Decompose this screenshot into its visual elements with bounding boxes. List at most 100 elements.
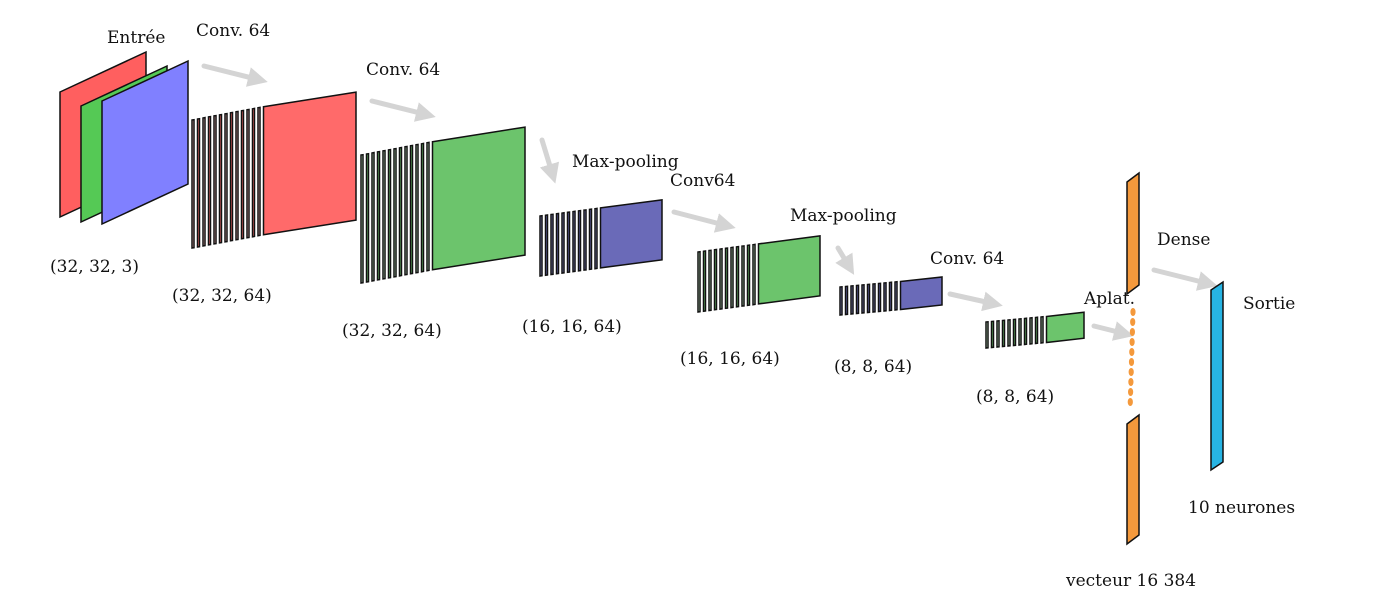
feature-map-slice [426,141,430,272]
feature-map-slice [708,249,712,312]
feature-map-front [599,199,663,269]
feature-map-slice [894,280,898,311]
feature-map-slice [196,117,201,248]
feature-map-slice [719,247,723,310]
feature-map-slice [850,284,854,315]
feature-map-slice [990,320,995,349]
pool1-dims: (16, 16, 64) [522,317,622,337]
conv3-label: Conv64 [670,171,735,191]
pool2-label: Max-pooling [790,206,897,226]
feature-map-slice [877,282,882,313]
conv-block-6 [985,311,1085,349]
flatten-dot [1128,358,1135,366]
flatten-top-segment [1126,171,1140,296]
feature-map-front [431,126,526,271]
feature-map-slice [246,108,250,239]
feature-map-slice [855,284,860,315]
feature-map-slice [996,319,1000,348]
feature-map-slice [539,214,543,277]
input-image [59,50,189,226]
feature-map-front [757,235,821,305]
feature-map-slice [844,285,849,316]
feature-map-slice [752,243,756,306]
feature-map-slice [240,109,245,240]
flatten-dot [1129,338,1135,346]
feature-map-slice [985,320,989,349]
feature-map-slice [713,248,718,311]
feature-map-slice [1007,318,1011,347]
arrow-conv4-to-flatten [1091,321,1134,341]
feature-map-slice [1029,316,1033,345]
feature-map-slice [420,142,425,273]
pool1-label: Max-pooling [572,152,679,172]
feature-map-slice [588,208,593,271]
feature-map-slice [555,212,560,275]
feature-map-slice [550,213,554,276]
feature-map-slice [702,250,707,313]
feature-map-slice [746,244,751,307]
feature-map-slice [1001,319,1006,348]
feature-map-slice [697,250,701,313]
flatten-dot [1128,378,1134,386]
conv1-dims: (32, 32, 64) [172,286,272,306]
arrow-input-to-conv1 [201,63,268,87]
arrow-conv2-to-pool1 [539,137,560,184]
feature-map-slice [741,245,745,307]
feature-map-slice [577,209,582,272]
feature-map-slice [888,281,893,312]
flatten-dot [1127,398,1133,406]
conv2-label: Conv. 64 [366,60,440,80]
feature-map-slice [387,148,392,279]
feature-map-slice [572,210,576,273]
feature-map-slice [724,247,729,310]
pool-block-3 [539,199,663,277]
feature-map-slice [839,285,843,316]
flatten-dot [1129,348,1135,356]
feature-map-slice [544,214,549,277]
flow-arrows [201,63,1218,341]
feature-map-slice [1040,315,1044,344]
feature-map-slice [365,152,370,283]
flatten-dots [1127,308,1136,406]
conv-block-2 [360,126,526,284]
feature-map-slice [398,146,403,277]
input-dims: (32, 32, 3) [50,257,139,277]
flatten-dot [1130,318,1136,326]
feature-map-slice [376,150,381,281]
flatten-dot [1128,368,1134,376]
flatten-caption: vecteur 16 384 [1065,571,1196,591]
feature-map-slice [393,147,397,278]
dense-output-vector [1210,280,1224,472]
conv3-dims: (16, 16, 64) [680,349,780,369]
feature-map-slice [730,246,734,309]
conv-block-4 [697,235,821,313]
flatten-dot [1128,388,1134,396]
dense-label: Dense [1157,230,1210,250]
feature-map-slice [1012,318,1017,347]
arrow-flatten-to-dense [1151,267,1218,291]
feature-map-slice [872,282,876,313]
conv1-label: Conv. 64 [196,21,270,41]
pool-block-5 [839,276,943,316]
feature-map-slice [409,144,414,275]
feature-map-front [1045,311,1085,344]
feature-map-slice [594,207,598,270]
feature-map-slice [583,209,587,271]
flatten-label: Aplat. [1083,289,1135,309]
input-label: Entrée [107,28,165,48]
feature-map-slice [1034,316,1039,345]
feature-map-slice [229,111,234,242]
feature-map-slice [735,245,740,308]
feature-map-slice [561,211,565,274]
arrow-conv3-to-pool2 [835,245,855,275]
feature-map-front [899,276,943,311]
feature-map-slice [251,107,256,238]
flatten-vector [1126,171,1140,546]
feature-map-slice [382,149,386,280]
feature-map-slice [415,143,419,274]
feature-map-slice [218,113,223,244]
output-caption: 10 neurones [1188,498,1295,518]
feature-map-slice [371,151,375,282]
arrow-conv1-to-conv2 [369,98,436,122]
